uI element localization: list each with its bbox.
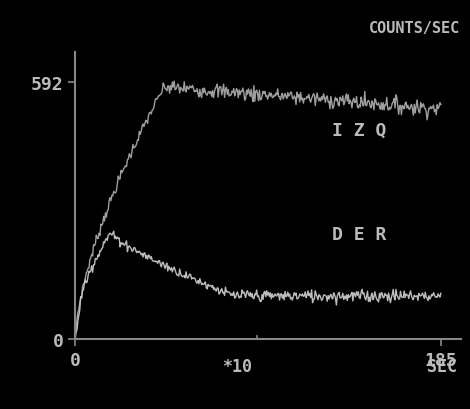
Text: COUNTS/SEC: COUNTS/SEC — [369, 21, 461, 36]
Text: *10: *10 — [222, 357, 252, 375]
Text: D E R: D E R — [332, 226, 386, 244]
Text: SEC: SEC — [427, 357, 457, 375]
Text: I Z Q: I Z Q — [332, 121, 386, 139]
